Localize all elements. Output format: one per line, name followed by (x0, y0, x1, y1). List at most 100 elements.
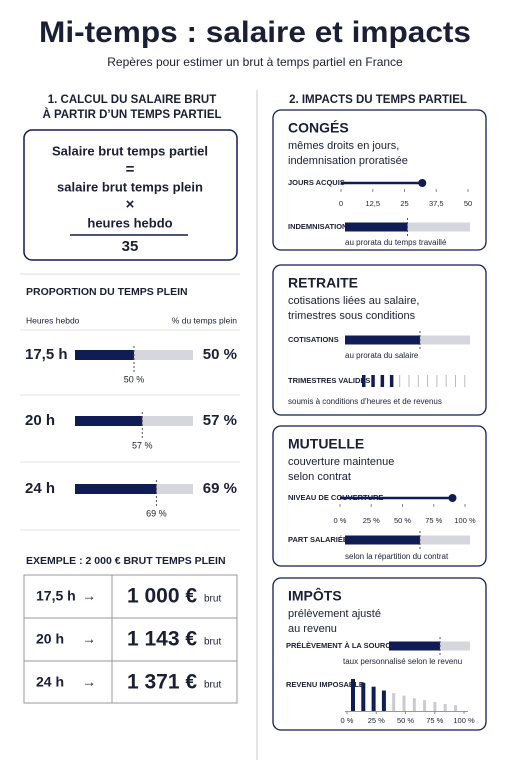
bar (75, 416, 143, 426)
indicator-label: PRÉLÈVEMENT À LA SOURCE (286, 641, 396, 650)
quarter (464, 375, 466, 387)
tick-label: 37,5 (429, 199, 444, 208)
column-header: Heures hebdo (26, 315, 80, 325)
quarter (455, 375, 456, 387)
indicator-label: INDEMNISATION (288, 222, 347, 231)
amount: 1 000 € (127, 585, 197, 608)
tick-label: 25 % (363, 516, 380, 525)
tick-label: 12,5 (365, 199, 380, 208)
tick-label: 0 % (334, 516, 347, 525)
tick-label: 75 % (425, 516, 442, 525)
tick-label: 100 % (453, 716, 475, 725)
tick-label: 50 (464, 199, 472, 208)
panel-description: indemnisation proratisée (288, 155, 408, 167)
unit: brut (204, 680, 221, 691)
amount: 1 371 € (127, 671, 197, 694)
bar (389, 641, 441, 651)
slider-dot (418, 179, 427, 187)
income-bar (423, 700, 427, 711)
amount: 1 143 € (127, 628, 197, 651)
section-heading: 1. CALCUL DU SALAIRE BRUT (48, 94, 216, 106)
unit: brut (204, 637, 221, 648)
income-bar (371, 686, 376, 711)
tick-label: 100 % (454, 516, 476, 525)
indicator-label: REVENU IMPOSABLE (286, 680, 364, 689)
quarter-validated (380, 375, 385, 387)
formula-text: Salaire brut temps partiel (52, 143, 208, 158)
percent-label: 57 % (203, 412, 237, 429)
bar (75, 484, 157, 494)
formula-text: salaire brut temps plein (57, 179, 203, 194)
quarter-validated (389, 375, 394, 387)
quarter (427, 375, 429, 387)
panel (272, 425, 487, 567)
formula-operator: × (126, 196, 135, 213)
income-bar (412, 698, 416, 711)
note: selon la répartition du contrat (345, 552, 449, 561)
note: au prorata du salaire (345, 351, 419, 360)
slider-dot (448, 494, 457, 502)
percent-label: 69 % (203, 480, 237, 497)
panel-title: CONGÉS (288, 120, 349, 136)
panel-description: mêmes droits en jours, (288, 140, 399, 152)
bar (345, 335, 420, 345)
panel-description: selon contrat (288, 471, 351, 483)
note: soumis à conditions d’heures et de reven… (288, 397, 442, 406)
panel-description: couverture maintenue (288, 456, 394, 468)
section-heading: À PARTIR D’UN TEMPS PARTIEL (42, 108, 221, 121)
formula-box (23, 129, 238, 261)
tick-label: 50 % (397, 716, 414, 725)
hours-label: 17,5 h (25, 346, 68, 363)
hours-label: 20 h (25, 412, 55, 429)
panel-title: MUTUELLE (288, 436, 364, 452)
tick-label: 75 % (426, 716, 443, 725)
hours-label: 24 h (36, 674, 64, 690)
income-bar (351, 679, 355, 711)
income-bar (402, 695, 406, 711)
tick-label: 25 (400, 199, 408, 208)
quarter (417, 375, 419, 387)
formula-text: heures hebdo (87, 215, 172, 230)
note: au prorata du temps travaillé (345, 238, 447, 247)
income-bar (361, 682, 366, 711)
tick-label: 0 (339, 199, 343, 208)
panel (272, 109, 487, 251)
indicator-label: COTISATIONS (288, 335, 339, 344)
section-heading: 2. IMPACTS DU TEMPS PARTIEL (289, 94, 467, 106)
indicator-label: PART SALARIÉE (288, 535, 348, 544)
income-bar (381, 690, 386, 711)
tick-label: 25 % (368, 716, 385, 725)
panel-description: au revenu (288, 623, 337, 635)
title: Mi-temps : salaire et impacts (39, 16, 471, 49)
indicator-label: JOURS ACQUIS (288, 178, 345, 187)
income-bar (433, 702, 437, 711)
bar (75, 350, 134, 360)
section-title: PROPORTION DU TEMPS PLEIN (26, 286, 188, 298)
panel-description: cotisations liées au salaire, (288, 295, 419, 307)
table (23, 574, 238, 704)
panel-title: RETRAITE (288, 275, 358, 291)
quarter (445, 375, 447, 387)
quarter (436, 375, 438, 387)
tick-label: 50 % (394, 516, 411, 525)
quarter (399, 375, 401, 387)
column-header: % du temps plein (172, 315, 237, 325)
formula-text: 35 (122, 238, 139, 255)
hours-label: 17,5 h (36, 588, 76, 604)
formula-operator: = (126, 161, 135, 178)
bar (345, 535, 420, 545)
hours-label: 20 h (36, 631, 64, 647)
panel (272, 264, 487, 416)
panel-description: trimestres sous conditions (288, 310, 416, 322)
tick-label: 0 % (341, 716, 354, 725)
income-bar (443, 703, 447, 711)
quarter-validated (362, 375, 366, 387)
panel (272, 577, 487, 731)
arrow: → (82, 674, 96, 690)
quarter-validated (371, 375, 375, 387)
subtitle: Repères pour estimer un brut à temps par… (107, 55, 403, 69)
bar (345, 222, 408, 232)
indicator-label: NIVEAU DE COUVERTURE (288, 493, 383, 502)
